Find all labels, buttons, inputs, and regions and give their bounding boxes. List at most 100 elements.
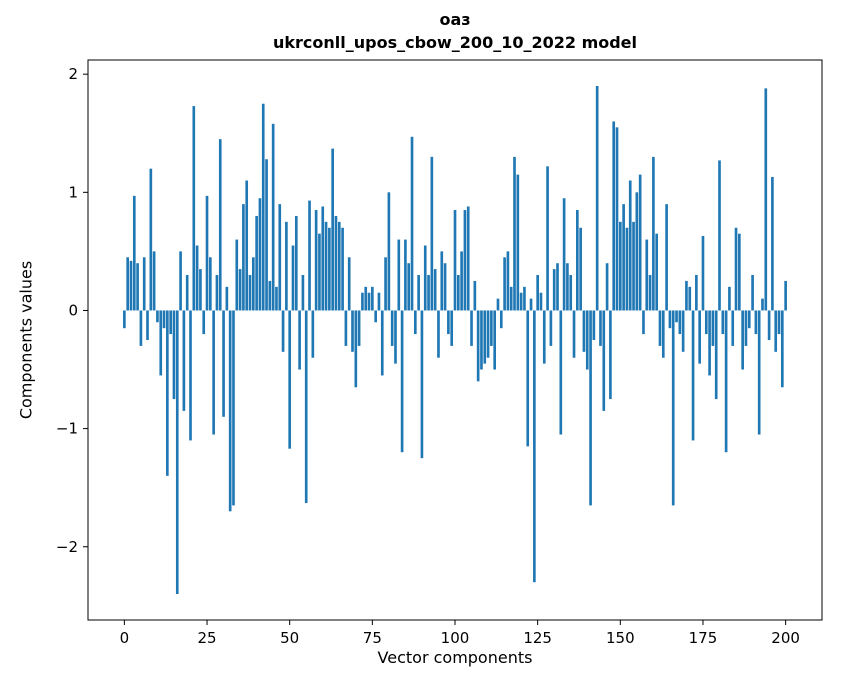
bar [245,180,249,311]
bar [523,286,526,311]
bar [397,239,401,311]
x-tick-label: 50 [280,629,299,647]
y-tick-label: 2 [68,65,78,83]
bar [589,310,592,506]
bar [321,206,325,311]
bar [437,310,440,358]
bar [139,310,143,346]
bar [602,310,606,411]
bar [595,85,599,311]
bar [142,257,146,311]
bar [443,263,447,311]
bar [642,310,645,335]
bar [156,310,159,323]
bar [308,200,311,311]
bar [238,269,242,311]
bar [371,286,374,311]
bar [784,280,787,311]
bar [149,168,153,311]
bar [681,310,685,352]
bar [232,310,235,506]
bar [738,233,741,311]
bar [192,106,196,311]
bar [542,310,546,364]
bar [764,88,768,311]
bar [304,310,308,504]
bar [777,310,781,335]
bar [222,310,225,417]
bar [423,245,427,311]
chart-title: оаз ukrconll_upos_cbow_200_10_2022 model [88,8,822,54]
bar [685,280,688,311]
bar [566,263,569,311]
y-tick-label: −1 [56,420,78,438]
bar [275,286,278,311]
x-tick-label: 75 [363,629,382,647]
bar [546,166,549,311]
bar [734,227,738,311]
bar [407,263,411,311]
bar [506,251,510,311]
bar [582,310,586,352]
bar [761,298,764,311]
bar [668,310,672,329]
bar [367,292,371,311]
bar [569,275,573,311]
bar [298,310,301,370]
bar [344,310,348,346]
bar [701,236,705,311]
bar [576,210,579,311]
bar [496,298,500,311]
bar [556,263,559,311]
bar [731,310,735,346]
bar [695,275,698,311]
bar [361,292,364,311]
bar [318,233,321,311]
bar [549,310,553,346]
bar [708,310,711,376]
bar [754,310,758,335]
bar [195,245,199,311]
bar [628,180,632,311]
bar [172,310,176,400]
bar [294,215,298,311]
bar [175,310,179,594]
bar [440,251,444,311]
bar [704,310,708,335]
bar [579,227,582,311]
bar [728,286,731,311]
bar [456,275,460,311]
bar [285,221,288,311]
bar [357,310,361,346]
bar [271,123,275,311]
bar [390,310,394,346]
bar [539,292,543,311]
y-axis-label: Components values [16,260,36,420]
bar [414,310,417,335]
bar [480,310,483,370]
bar [427,275,430,311]
y-tick-label: 1 [68,183,78,201]
bar [622,204,625,311]
bar [248,275,252,311]
bar [612,121,616,311]
x-tick-label: 100 [441,629,470,647]
bar [585,310,589,370]
bar [394,310,397,364]
bar [635,192,639,311]
bar [698,310,701,364]
bar [536,275,539,311]
bar [169,310,172,335]
bar [199,269,202,311]
bar [447,310,450,335]
bar [661,310,665,358]
bar [774,310,778,352]
bar [781,310,784,388]
bar [132,195,136,311]
x-tick-label: 200 [771,629,800,647]
bar [632,221,635,311]
bar [268,280,272,311]
bar [314,210,318,311]
bar [324,221,328,311]
